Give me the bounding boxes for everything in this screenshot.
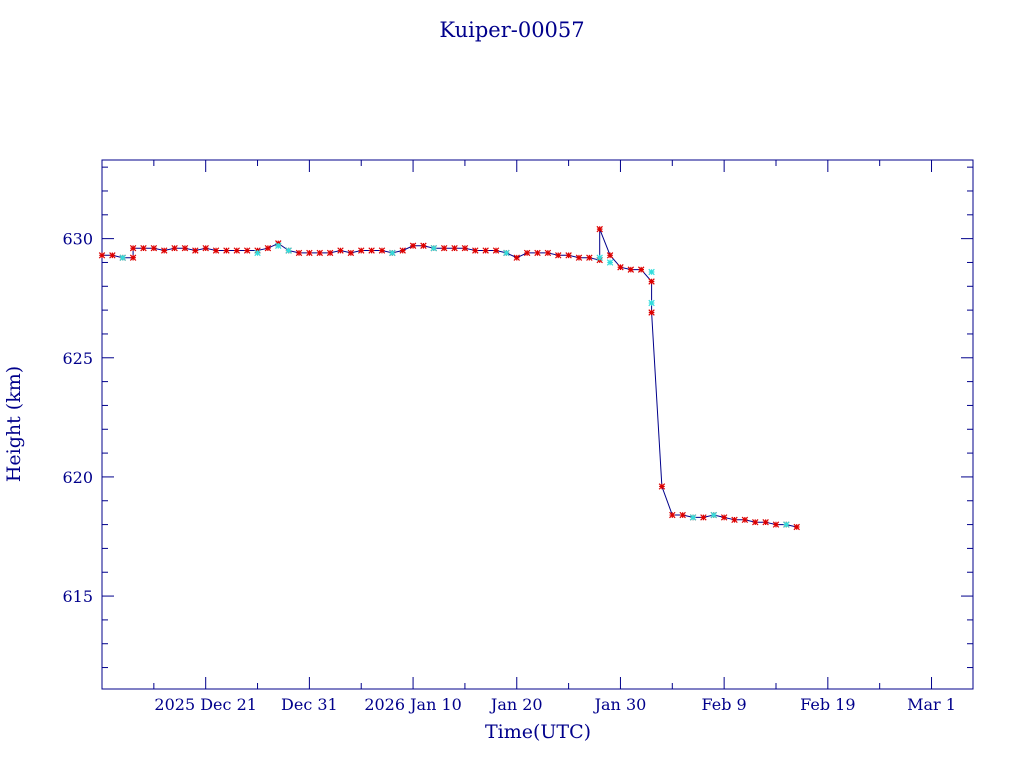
data-point: [316, 249, 323, 257]
data-point: [627, 266, 635, 273]
data-point: [295, 249, 303, 257]
data-point: [731, 516, 738, 524]
plot-frame: [101, 159, 974, 690]
data-point: [752, 518, 759, 526]
data-point: [606, 259, 614, 266]
data-point: [389, 249, 396, 257]
data-point: [648, 309, 655, 316]
x-axis-label: Time(UTC): [485, 721, 591, 743]
data-point: [140, 244, 147, 252]
x-tick-label: Feb 19: [800, 695, 855, 714]
data-point: [264, 244, 272, 252]
axis-ticks: [102, 160, 973, 689]
x-tick-label: 2025 Dec 21: [154, 695, 257, 714]
series-line-group: [102, 228, 797, 528]
data-point: [658, 483, 666, 490]
data-point: [306, 249, 313, 257]
data-point: [223, 247, 230, 254]
data-point: [762, 518, 769, 526]
data-point: [420, 242, 427, 250]
data-point: [710, 511, 717, 519]
data-point: [472, 247, 479, 254]
axis-tick-labels: 2025 Dec 21 Dec 31 2026 Jan 10 Jan 20 Jan 30…: [62, 230, 955, 714]
data-point: [409, 242, 417, 250]
data-point: [378, 247, 386, 254]
data-point: [181, 244, 189, 252]
data-point: [606, 252, 614, 259]
x-tick-label: Jan 30: [593, 695, 647, 714]
data-point: [109, 252, 116, 259]
data-point: [544, 249, 552, 257]
data-point: [212, 247, 220, 254]
data-point: [679, 511, 686, 519]
data-point: [637, 266, 645, 273]
data-point: [233, 247, 241, 254]
data-point: [192, 247, 199, 254]
data-point: [254, 249, 261, 257]
data-point: [503, 249, 510, 257]
data-point: [461, 244, 469, 252]
data-points-group: [98, 225, 800, 531]
data-point: [783, 521, 790, 528]
data-point: [689, 514, 697, 521]
y-tick-label: 630: [62, 230, 93, 249]
data-point: [150, 244, 158, 252]
x-tick-label: Mar 1: [907, 695, 956, 714]
data-point: [596, 254, 603, 261]
data-point: [648, 268, 655, 276]
data-point: [575, 254, 583, 261]
data-point: [347, 249, 355, 257]
y-tick-label: 625: [62, 349, 93, 368]
data-point: [399, 247, 406, 254]
data-point: [720, 514, 728, 521]
data-point: [202, 244, 209, 252]
data-point: [648, 299, 655, 307]
data-point: [430, 244, 438, 252]
data-point: [534, 249, 541, 257]
x-tick-label: 2026 Jan 10: [364, 695, 462, 714]
data-point: [368, 247, 375, 254]
data-point: [285, 247, 292, 254]
data-point: [326, 249, 334, 257]
x-tick-label: Jan 20: [489, 695, 543, 714]
data-point: [337, 247, 344, 254]
x-tick-label: Feb 9: [702, 695, 747, 714]
data-point: [160, 247, 168, 254]
y-axis-label: Height (km): [3, 366, 25, 482]
data-point: [275, 242, 282, 250]
data-point: [741, 516, 749, 524]
data-point: [669, 511, 676, 519]
chart-title: Kuiper-00057: [439, 18, 584, 42]
data-point: [772, 521, 780, 528]
x-tick-label: Dec 31: [281, 695, 338, 714]
data-point: [648, 278, 655, 285]
data-point: [243, 247, 251, 254]
data-point: [523, 249, 531, 257]
data-point: [565, 252, 572, 259]
y-tick-label: 615: [62, 587, 93, 606]
data-point: [555, 252, 562, 259]
y-tick-label: 620: [62, 468, 93, 487]
data-point: [492, 247, 500, 254]
data-point: [617, 264, 624, 271]
data-point: [513, 254, 520, 261]
data-point: [596, 225, 603, 233]
data-point: [793, 523, 800, 531]
data-point: [482, 247, 489, 254]
data-point: [440, 244, 448, 252]
data-point: [358, 247, 365, 254]
data-point: [171, 244, 178, 252]
series-line: [102, 228, 797, 528]
data-point: [129, 244, 137, 252]
data-point: [98, 252, 106, 259]
data-point: [700, 514, 707, 521]
data-point: [451, 244, 458, 252]
data-point: [129, 254, 137, 261]
data-point: [586, 254, 593, 261]
data-point: [119, 254, 126, 261]
